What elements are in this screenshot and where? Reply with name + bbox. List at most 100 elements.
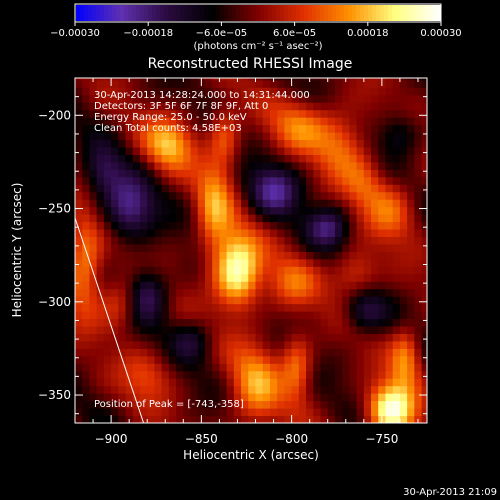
heatmap-cell: [111, 251, 119, 260]
heatmap-cell: [414, 355, 423, 364]
heatmap-cell: [342, 370, 350, 379]
heatmap-cell: [421, 79, 428, 88]
heatmap-cell: [399, 415, 408, 424]
heatmap-cell: [204, 169, 213, 178]
heatmap-cell: [342, 154, 350, 163]
heatmap-cell: [407, 79, 415, 88]
heatmap-cell: [248, 408, 257, 417]
heatmap-cell: [154, 288, 163, 297]
heatmap-cell: [284, 318, 293, 327]
heatmap-cell: [212, 169, 220, 178]
heatmap-cell: [226, 199, 235, 208]
heatmap-cell: [168, 296, 177, 305]
heatmap-cell: [139, 132, 148, 141]
heatmap-cell: [96, 333, 105, 342]
heatmap-cell: [313, 273, 321, 282]
heatmap-cell: [89, 206, 98, 215]
heatmap-cell: [204, 348, 213, 357]
heatmap-cell: [212, 340, 220, 349]
heatmap-cell: [262, 169, 271, 178]
heatmap-cell: [82, 169, 90, 178]
heatmap-cell: [269, 221, 278, 230]
heatmap-cell: [226, 415, 235, 424]
heatmap-cell: [342, 87, 350, 96]
heatmap-cell: [219, 333, 228, 342]
heatmap-cell: [204, 206, 213, 215]
heatmap-cell: [385, 191, 394, 200]
colorbar-cell: [108, 5, 113, 21]
heatmap-cell: [125, 333, 134, 342]
heatmap-cell: [190, 363, 199, 372]
heatmap-cell: [82, 229, 90, 238]
heatmap-cell: [226, 236, 235, 245]
heatmap-cell: [342, 191, 350, 200]
heatmap-cell: [291, 318, 300, 327]
heatmap-cell: [298, 393, 307, 402]
heatmap-cell: [241, 378, 249, 387]
heatmap-cell: [233, 251, 242, 260]
heatmap-cells: [75, 78, 428, 424]
heatmap-cell: [291, 87, 300, 96]
heatmap-cell: [291, 161, 300, 170]
colorbar-cell: [180, 5, 185, 21]
heatmap-cell: [277, 333, 285, 342]
heatmap-cell: [327, 154, 336, 163]
heatmap-cell: [219, 340, 228, 349]
heatmap-cell: [89, 154, 98, 163]
heatmap-cell: [313, 79, 321, 88]
heatmap-cell: [291, 251, 300, 260]
heatmap-cell: [248, 258, 257, 267]
heatmap-cell: [176, 400, 184, 409]
heatmap-cell: [306, 161, 314, 170]
colorbar-cell: [112, 5, 117, 21]
colorbar-cell: [352, 5, 357, 21]
heatmap-cell: [219, 132, 228, 141]
heatmap-cell: [342, 273, 350, 282]
heatmap-cell: [407, 139, 415, 148]
heatmap-cell: [147, 408, 155, 417]
heatmap-cell: [378, 109, 386, 118]
colorbar-cell: [272, 5, 277, 21]
heatmap-cell: [262, 147, 271, 155]
heatmap-cell: [320, 258, 329, 267]
heatmap-cell: [168, 326, 177, 334]
heatmap-cell: [298, 236, 307, 245]
heatmap-cell: [306, 229, 314, 238]
heatmap-cell: [226, 229, 235, 238]
heatmap-cell: [147, 288, 155, 297]
heatmap-cell: [132, 281, 141, 290]
heatmap-cell: [248, 78, 257, 81]
heatmap-cell: [212, 236, 220, 245]
heatmap-cell: [334, 385, 343, 394]
heatmap-cell: [248, 311, 257, 320]
heatmap-cell: [161, 281, 170, 290]
heatmap-cell: [118, 370, 127, 379]
heatmap-cell: [197, 318, 206, 327]
heatmap-cell: [204, 191, 213, 200]
heatmap-cell: [306, 236, 314, 245]
heatmap-cell: [255, 176, 264, 185]
heatmap-cell: [103, 154, 112, 163]
heatmap-cell: [363, 221, 372, 230]
heatmap-cell: [125, 326, 134, 334]
heatmap-cell: [226, 139, 235, 148]
heatmap-cell: [226, 370, 235, 379]
heatmap-cell: [168, 370, 177, 379]
heatmap-cell: [82, 78, 90, 81]
heatmap-cell: [75, 78, 83, 81]
heatmap-cell: [291, 78, 300, 81]
heatmap-cell: [154, 132, 163, 141]
heatmap-cell: [82, 378, 90, 387]
heatmap-cell: [111, 355, 119, 364]
heatmap-cell: [327, 393, 336, 402]
heatmap-cell: [241, 288, 249, 297]
heatmap-cell: [407, 415, 415, 424]
heatmap-cell: [407, 385, 415, 394]
heatmap-cell: [212, 251, 220, 260]
heatmap-cell: [414, 147, 423, 155]
heatmap-cell: [313, 378, 321, 387]
heatmap-cell: [183, 154, 192, 163]
heatmap-cell: [306, 206, 314, 215]
heatmap-cell: [89, 94, 98, 103]
heatmap-cell: [356, 176, 365, 185]
